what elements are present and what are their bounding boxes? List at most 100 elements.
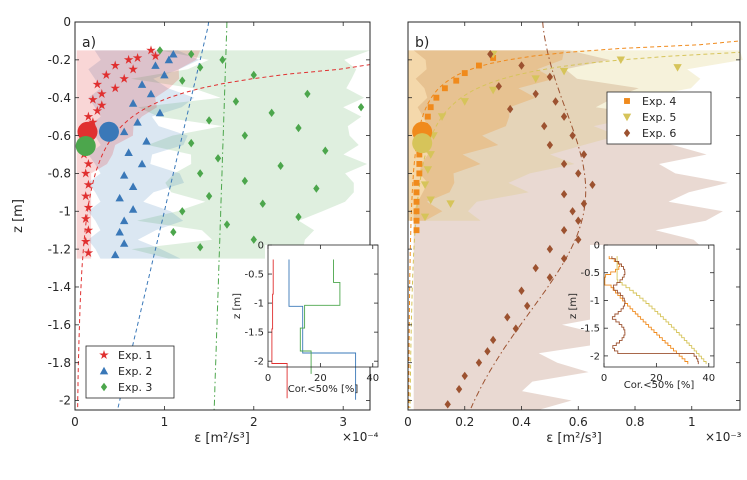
exp2-point	[119, 171, 129, 179]
panel-a-inset-y-tick-label: -1.5	[244, 328, 264, 339]
exp6-point	[532, 89, 539, 99]
panel-a-fit-lines	[77, 21, 371, 411]
panel-a-y-tick-label: -0.6	[48, 129, 71, 143]
panel-a-y-tick-label: -0.4	[48, 91, 71, 105]
panel-a-layer-circles	[75, 121, 119, 156]
panel-b-inset-x-tick-label: 0	[601, 373, 607, 384]
exp5-point	[426, 196, 435, 205]
exp2-point	[119, 127, 129, 136]
panel-a-y-tick-label: -2	[59, 394, 71, 408]
panel-a-inset-ticks: 0 20 40 0 -0.5 -1 -1.5 -2	[244, 241, 379, 385]
panel-b-inset-y-tick-label: -0.5	[580, 268, 600, 279]
exp3-point	[197, 243, 204, 252]
inset-a-exp1-line	[271, 259, 288, 399]
inset-b-exp5-line	[616, 256, 707, 365]
exp2-point	[119, 216, 129, 225]
exp1-point	[97, 100, 107, 110]
exp3-fit-line	[213, 21, 228, 411]
panel-b-ticks: 0 0.2 0.4 0.6 0.8 1	[404, 21, 740, 429]
exp6-point	[504, 313, 511, 322]
exp2-point	[128, 99, 138, 107]
exp3-point	[313, 184, 320, 193]
panel-b-inset-ticks: 0 20 40 0 -0.5 -1 -1.5 -2	[580, 241, 715, 385]
panel-a-inset-x-tick-label: 0	[265, 373, 271, 384]
exp4-point	[476, 62, 482, 69]
panel-b-inset-xlabel: Cor.<50% [%]	[624, 380, 695, 391]
exp6-point	[487, 49, 494, 59]
exp6-point	[475, 358, 483, 367]
exp6-point	[560, 112, 568, 121]
panel-a-inset-xlabel: Cor.<50% [%]	[288, 384, 359, 395]
exp5-layer-circle	[412, 133, 433, 154]
exp4-point	[413, 217, 420, 224]
panel-a-inset-bg	[265, 245, 379, 367]
exp4-band	[408, 50, 565, 221]
exp3-point	[241, 176, 248, 186]
exp4-point	[416, 170, 423, 177]
exp3-point	[205, 191, 213, 201]
exp3-point	[232, 97, 240, 106]
legend-exp5-marker	[622, 113, 632, 122]
legend-exp3-marker	[100, 382, 108, 392]
exp5-fit-line	[409, 22, 741, 409]
exp4-point	[453, 77, 460, 84]
exp1-point	[83, 225, 94, 235]
legend-exp3: Exp. 3	[118, 381, 152, 394]
exp2-point	[146, 89, 156, 98]
panel-a-x-tick-label: 3	[339, 415, 347, 429]
exp6-point	[575, 235, 582, 244]
panel-a-inset-y-tick-label: 0	[258, 241, 264, 252]
panel-b-inset-bg	[590, 245, 722, 367]
exp6-point	[546, 72, 554, 82]
exp2-band	[88, 50, 200, 259]
exp6-point	[546, 273, 554, 282]
exp6-point	[575, 169, 582, 178]
exp6-point	[589, 180, 596, 189]
exp4-point	[441, 85, 448, 92]
panel-a-y-tick-label: -1.8	[48, 356, 71, 370]
exp3-point	[214, 154, 222, 163]
exp5-point	[559, 67, 569, 76]
exp6-point	[569, 131, 576, 140]
panel-a-axes	[74, 21, 371, 411]
panel-b-inset-x-tick-label: 20	[650, 373, 663, 384]
exp5-point	[420, 181, 430, 189]
exp4-point	[416, 151, 423, 158]
panel-a-xlabel: ε [m²/s³]	[194, 431, 250, 446]
exp4-point	[433, 94, 440, 101]
panel-b-inset-y-tick-label: 0	[594, 241, 600, 252]
exp1-point	[88, 94, 98, 104]
legend-exp6-marker	[623, 128, 631, 138]
panel-a-inset-y-tick-label: -1	[254, 299, 264, 310]
exp3-point	[259, 199, 266, 208]
exp4-point	[424, 113, 431, 120]
exp2-point	[115, 193, 124, 202]
exp3-point	[170, 227, 177, 237]
exp1-point	[101, 70, 111, 79]
exp3-layer-circle	[75, 135, 96, 156]
legend-exp1-marker	[99, 350, 109, 359]
exp6-fit-line	[470, 21, 587, 409]
panel-a-y-tick-label: -0.8	[48, 167, 71, 181]
panel-b-markers	[413, 49, 682, 409]
panel-a-legend-markers	[99, 350, 109, 392]
legend-exp4-marker	[624, 98, 630, 104]
exp2-point	[128, 182, 138, 191]
panel-b-x-tick-label: 1	[688, 415, 696, 429]
exp2-point	[124, 148, 133, 156]
panel-a-x-multiplier: ×10⁻⁴	[342, 430, 379, 444]
exp6-point	[541, 121, 548, 131]
exp4-point	[413, 198, 420, 205]
exp3-point	[188, 138, 195, 148]
exp6-point	[560, 190, 568, 199]
exp1-point	[83, 202, 94, 212]
exp2-point	[111, 250, 120, 259]
inset-a-exp2-line	[288, 259, 357, 400]
exp6-point	[461, 371, 468, 381]
exp3-band	[131, 50, 370, 259]
panel-b-inset-lines	[604, 256, 707, 365]
panel-b-x-tick-label: 0	[404, 415, 412, 429]
exp2-point	[133, 118, 142, 126]
inset-b-exp6-line	[611, 256, 699, 365]
